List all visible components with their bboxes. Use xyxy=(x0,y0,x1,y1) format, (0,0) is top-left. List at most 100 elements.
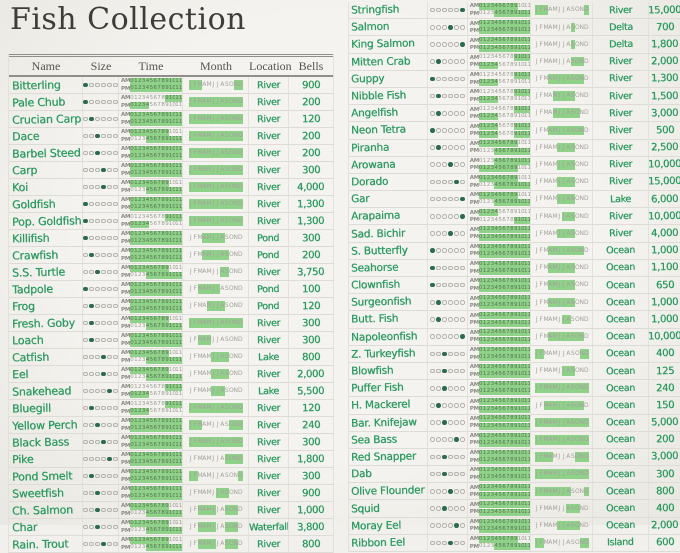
bells-cell: 2,000 xyxy=(649,518,680,534)
pm-label: PM xyxy=(469,182,479,189)
month-mark: S xyxy=(224,285,229,293)
hour-mark: 0 xyxy=(478,466,483,474)
hour-mark: 7 xyxy=(505,302,510,310)
hour-mark: 6 xyxy=(502,123,506,130)
month-mark: D xyxy=(584,367,589,375)
location-cell: River xyxy=(593,53,649,70)
month-mark: J xyxy=(557,486,562,497)
hour-mark: 4 xyxy=(494,268,499,276)
time-row-am: AM 0 1 2 3 4 5 6 7 8 9 10 11 xyxy=(470,518,530,526)
fish-name-cell: Char xyxy=(9,519,83,535)
hour-mark: 10 xyxy=(517,123,525,131)
size-dot xyxy=(107,286,112,292)
hour-mark: 4 xyxy=(494,250,499,258)
pm-label: PM xyxy=(121,204,131,211)
hour-mark: 5 xyxy=(498,157,503,165)
size-dot-filled xyxy=(460,196,466,202)
hour-mark: 5 xyxy=(149,519,154,527)
fish-name: Sea Bass xyxy=(350,433,398,447)
size-dot xyxy=(460,59,466,64)
hour-mark: 1 xyxy=(133,519,138,527)
hour-mark: 6 xyxy=(502,216,506,223)
time-grid: AM 0 1 2 3 4 5 6 7 8 9 10 11 PM 0 1 2 3 4 5 6 7 8 9 10 11 xyxy=(119,196,182,212)
month-mark: O xyxy=(575,6,580,14)
month-mark: J xyxy=(561,469,566,479)
hour-mark: 1 xyxy=(482,44,487,52)
month-mark: S xyxy=(570,417,575,428)
location-cell: River xyxy=(593,87,649,105)
month-mark: S xyxy=(570,315,575,323)
size-dot xyxy=(89,133,94,139)
table-row: Crawfish AM 0 1 2 3 4 5 6 7 8 9 10 11 PM 0 1 2 3 4 5 6 7 8 9 10 11… xyxy=(9,247,333,264)
size-dot xyxy=(429,454,435,460)
fish-name-cell: Eel xyxy=(9,366,83,382)
time-row-am: AM 0 1 2 3 4 5 6 7 8 9 10 11 xyxy=(470,432,530,440)
size-dot xyxy=(460,454,466,460)
pm-label: PM xyxy=(121,153,131,160)
fish-name: Catfish xyxy=(11,350,50,364)
month-mark: F xyxy=(193,437,198,447)
month-mark: S xyxy=(570,125,575,136)
size-rating xyxy=(429,7,466,13)
month-mark: J xyxy=(558,367,561,375)
month-mark: A xyxy=(566,400,571,411)
month-mark: O xyxy=(575,469,580,479)
time-row-am: AM 0 1 2 3 4 5 6 7 8 9 10 11 xyxy=(470,37,530,45)
hour-mark: 5 xyxy=(149,187,154,195)
size-dot xyxy=(454,42,459,47)
size-dot-filled xyxy=(95,422,100,428)
hour-mark: 11 xyxy=(523,10,531,18)
hour-mark: 7 xyxy=(505,329,510,337)
hour-mark: 3 xyxy=(490,439,495,447)
am-label: AM xyxy=(121,248,131,255)
hour-mark: 7 xyxy=(505,405,510,413)
month-mark: F xyxy=(539,246,543,254)
month-mark: J xyxy=(216,81,219,89)
time-cell: AM 0 1 2 3 4 5 6 7 8 9 10 11 PM 0 1 2 3 4 5 6 7 8 9 10 11 xyxy=(468,517,531,534)
month-mark: S xyxy=(224,437,229,447)
hour-mark: 6 xyxy=(502,371,506,379)
hour-mark: 0 xyxy=(478,243,483,251)
fish-name-cell: Moray Eel xyxy=(349,517,428,534)
month-mark: A xyxy=(220,506,225,514)
month-mark: M xyxy=(197,318,203,328)
month-mark: M xyxy=(197,370,203,378)
hour-mark: 11 xyxy=(523,216,531,224)
hour-mark: 4 xyxy=(494,243,499,251)
time-cell: AM 0 1 2 3 4 5 6 7 8 9 10 11 PM 0 1 2 3 4 5 6 7 8 9 10 11 xyxy=(119,315,183,331)
hour-mark: 4 xyxy=(494,54,499,61)
month-mark: S xyxy=(570,39,575,50)
hour-mark: 1 xyxy=(482,199,487,206)
hour-mark: 6 xyxy=(502,354,506,362)
hour-mark: 10 xyxy=(517,398,525,406)
location-value: Lake xyxy=(257,351,280,363)
hour-mark: 1 xyxy=(133,196,138,204)
time-cell: AM 0 1 2 3 4 5 6 7 8 9 10 11 PM 0 1 2 3 4 5 6 7 8 9 10 11 xyxy=(119,502,183,518)
size-cell xyxy=(428,87,468,105)
hour-mark: 1 xyxy=(133,247,138,255)
size-cell xyxy=(428,156,468,173)
pm-label: PM xyxy=(121,493,131,500)
size-dot xyxy=(95,116,100,122)
month-mark: J xyxy=(211,250,216,260)
month-mark: A xyxy=(548,40,553,48)
fish-name: Killifish xyxy=(11,231,50,245)
month-mark: F xyxy=(193,403,198,413)
hour-mark: 9 xyxy=(165,434,169,442)
hour-mark: 6 xyxy=(153,85,158,93)
pm-label: PM xyxy=(469,337,479,344)
fish-name-cell: Puffer Fish xyxy=(349,380,428,397)
fish-name-cell: Olive Flounder xyxy=(349,483,428,500)
hour-mark: 9 xyxy=(513,96,518,103)
hour-mark: 10 xyxy=(517,432,525,440)
month-mark: O xyxy=(575,108,580,118)
hour-mark: 6 xyxy=(502,484,506,492)
time-row-pm: PM 0 1 2 3 4 5 6 7 8 9 10 11 xyxy=(121,425,182,433)
month-mark: S xyxy=(224,369,229,379)
month-mark: J xyxy=(535,504,538,512)
hour-mark: 0 xyxy=(478,44,483,52)
hour-mark: 7 xyxy=(157,349,162,357)
size-dot xyxy=(95,337,100,343)
